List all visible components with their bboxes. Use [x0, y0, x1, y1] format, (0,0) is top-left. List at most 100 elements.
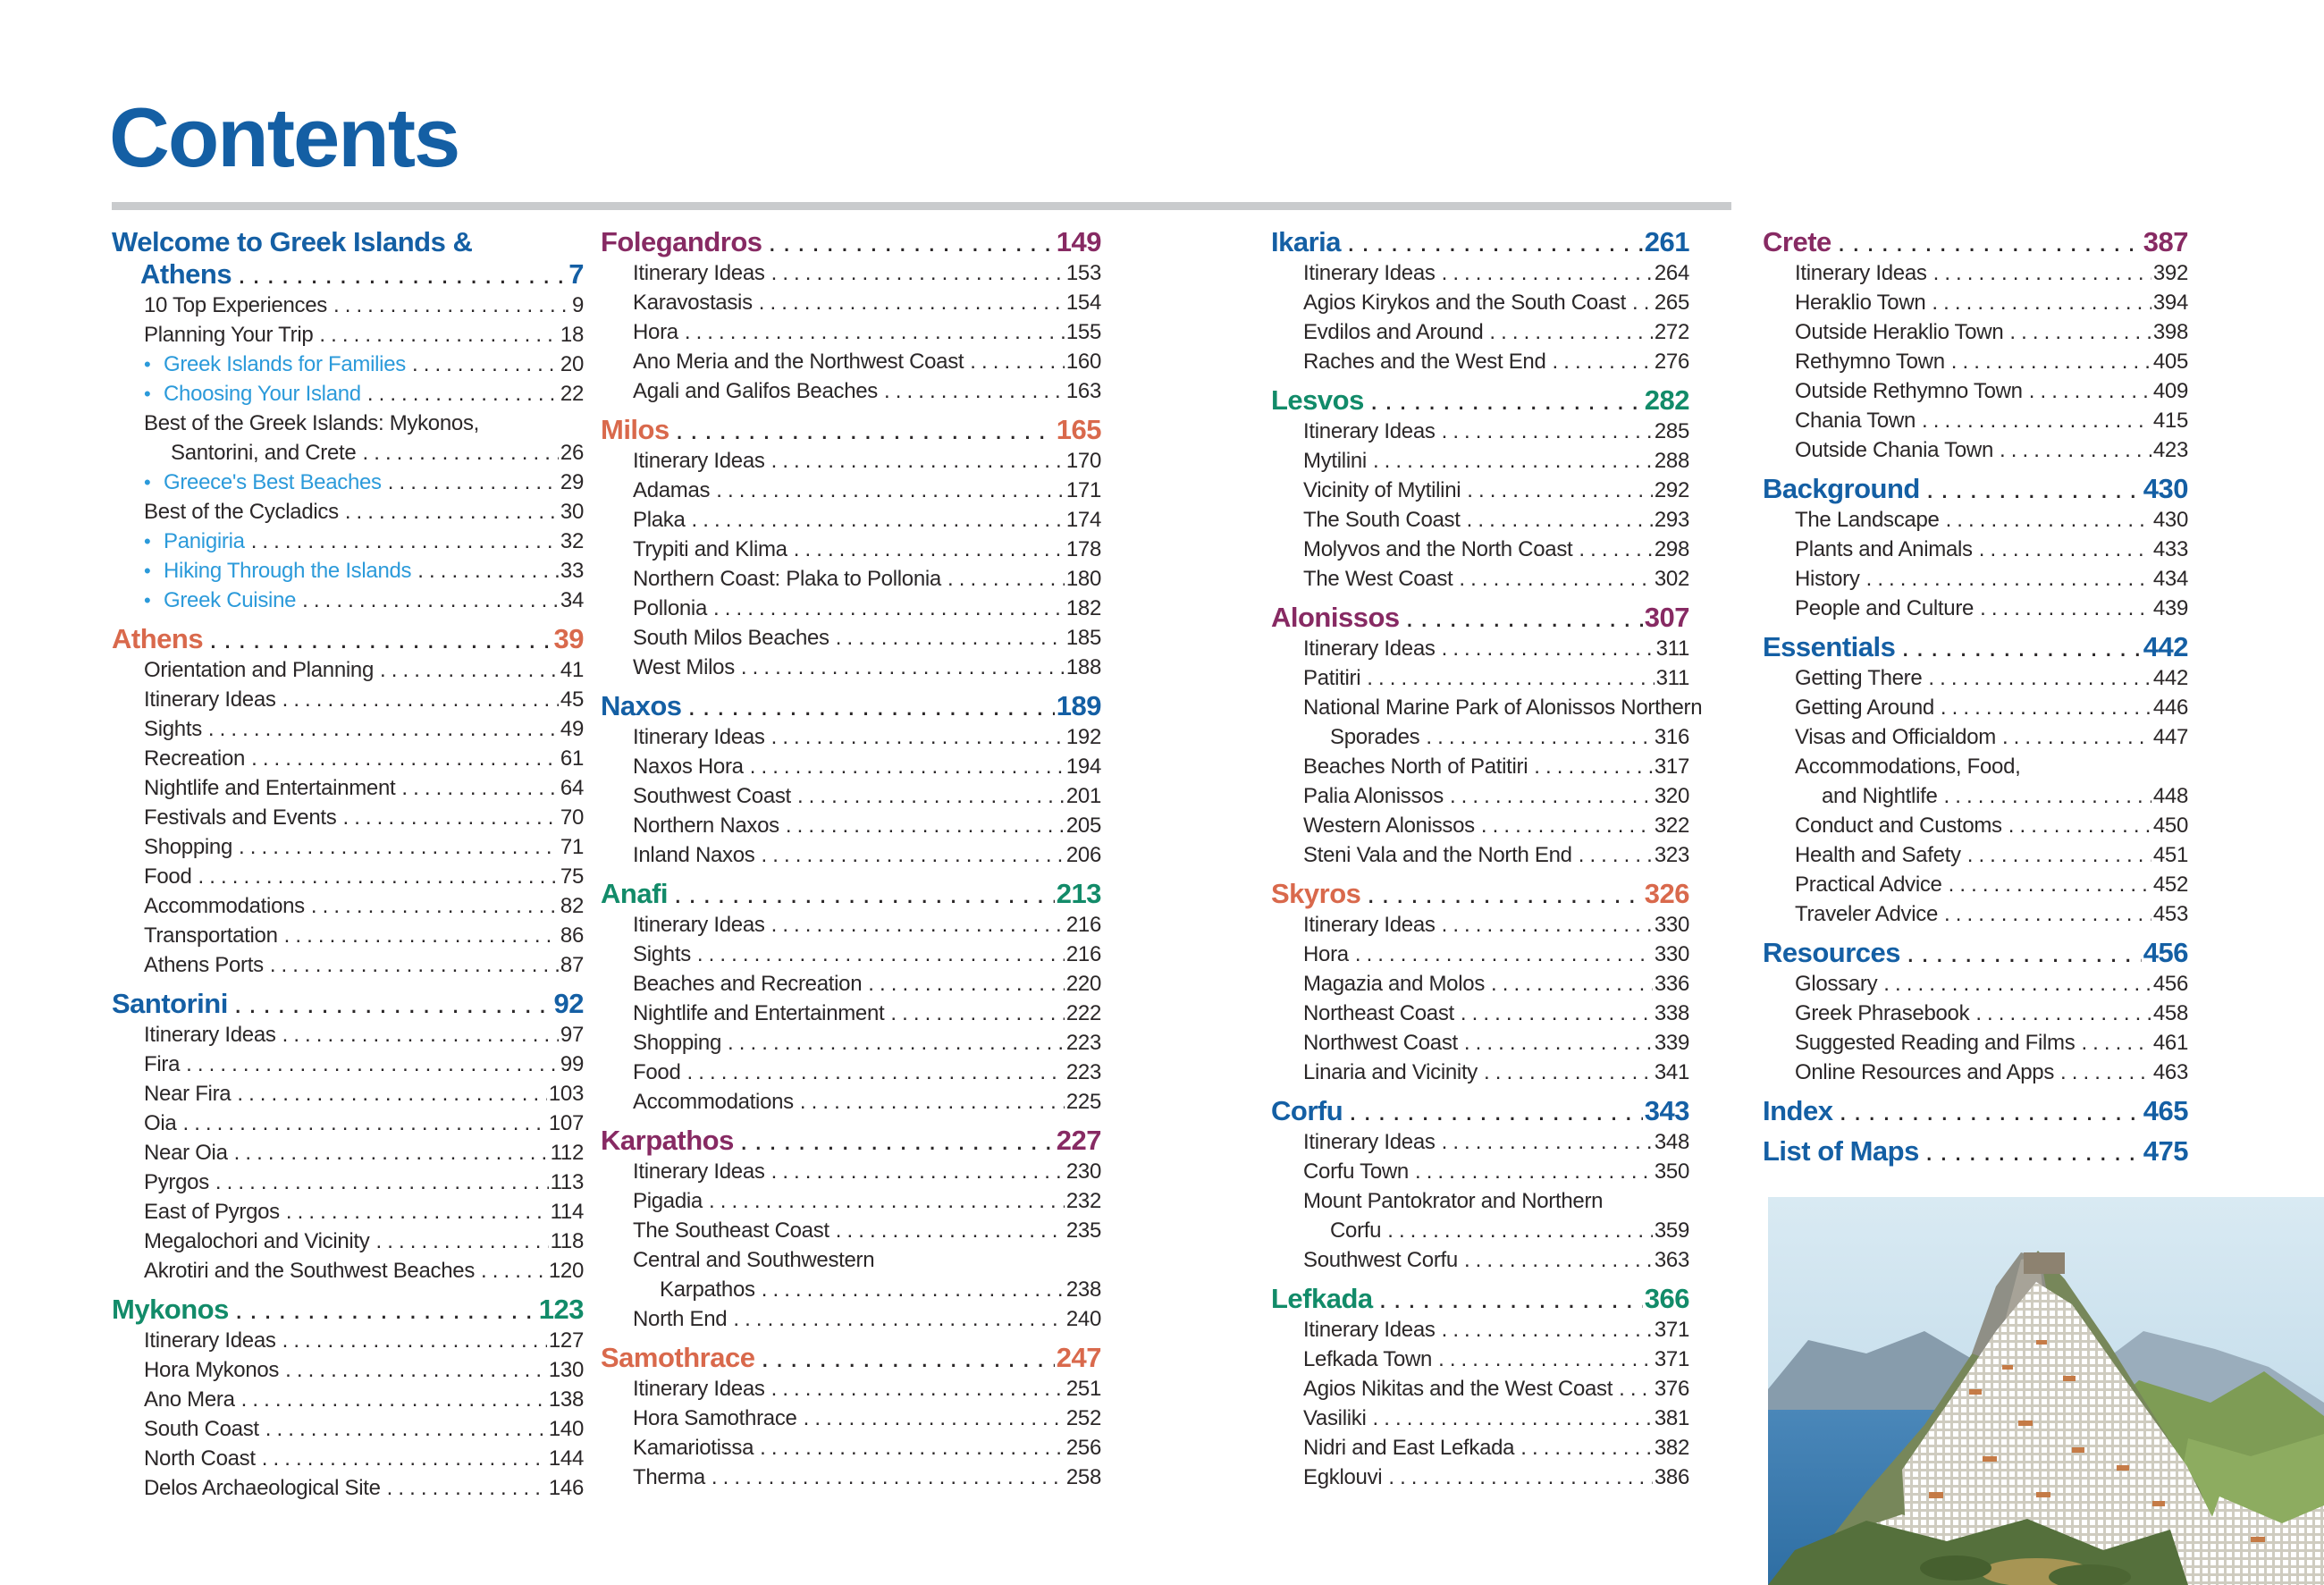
page-number: 30 — [560, 500, 584, 524]
dots-leader — [804, 1404, 1065, 1433]
toc-section: Anafi 213 Itinerary Ideas 216 Sights 216 Beach… — [601, 878, 1102, 1117]
toc-item: Naxos Hora 194 — [601, 752, 1101, 781]
page-number: 439 — [2152, 596, 2188, 620]
dots-leader — [1415, 1157, 1653, 1186]
toc-section: Background 430 The Landscape 430 Plants and … — [1763, 473, 2189, 623]
page-number: 452 — [2152, 873, 2188, 897]
dots-leader — [797, 781, 1065, 811]
page-number: 82 — [560, 894, 584, 918]
page-number: 216 — [1065, 913, 1101, 937]
dots-leader — [794, 535, 1065, 564]
toc-section: Lefkada366Itinerary Ideas371Lefkada Town… — [1271, 1283, 1690, 1492]
toc-item: Kamariotissa 256 — [601, 1433, 1101, 1463]
dots-leader — [380, 655, 559, 685]
dots-leader — [2008, 811, 2151, 840]
dots-leader — [1932, 288, 2151, 317]
item-label: Steni Vala and the North End — [1303, 843, 1572, 867]
page-number: 371 — [1654, 1347, 1689, 1371]
toc-item: • Greek Cuisine 34 — [112, 586, 584, 615]
page-number: 456 — [2143, 937, 2189, 968]
page-number: 185 — [1065, 626, 1101, 650]
item-label: The Landscape — [1795, 508, 1940, 532]
dots-leader — [1925, 1135, 2142, 1168]
toc-item: Heraklio Town 394 — [1763, 288, 2188, 317]
toc-item: History 434 — [1763, 564, 2188, 594]
dots-leader — [674, 878, 1055, 910]
section-heading: Athens 7 — [112, 258, 584, 291]
item-label: Greece's Best Beaches — [164, 470, 382, 494]
section-heading: Background 430 — [1763, 473, 2189, 505]
section-heading: Samothrace 247 — [601, 1342, 1102, 1374]
dots-leader — [1553, 347, 1653, 376]
dots-leader — [1461, 999, 1653, 1028]
heading-label: Lefkada — [1271, 1283, 1373, 1314]
dots-leader — [251, 744, 559, 773]
page-number: 9 — [571, 293, 584, 317]
page-number: 225 — [1065, 1090, 1101, 1114]
item-label: Itinerary Ideas — [1303, 1318, 1436, 1342]
dots-leader — [1464, 1245, 1653, 1275]
item-label: Santorini, and Crete — [171, 441, 357, 465]
dots-leader — [1933, 258, 2151, 288]
section-heading: Essentials 442 — [1763, 631, 2189, 663]
section-heading: Milos 165 — [601, 414, 1102, 446]
dots-leader — [728, 1028, 1065, 1058]
dots-leader — [712, 1463, 1065, 1492]
toc-section: Index 465 — [1763, 1095, 2189, 1127]
dots-leader — [771, 722, 1065, 752]
dots-leader — [1975, 999, 2151, 1028]
page-number: 371 — [1654, 1318, 1689, 1342]
item-label: Ano Mera — [144, 1387, 235, 1412]
item-label: East of Pyrgos — [144, 1200, 280, 1224]
toc-item: Itinerary Ideas 264 — [1271, 258, 1689, 288]
page-number: 276 — [1654, 350, 1689, 374]
dots-leader — [800, 1087, 1065, 1117]
page-number: 336 — [1654, 972, 1689, 996]
item-label: Pyrgos — [144, 1170, 209, 1194]
dots-leader — [750, 752, 1065, 781]
dots-leader — [1442, 1127, 1653, 1157]
toc-item: Accommodations, Food, — [1763, 752, 2188, 781]
toc-item: Karpathos 238 — [601, 1275, 1101, 1304]
toc-item: Palia Alonissos 320 — [1271, 781, 1689, 811]
page-number: 323 — [1654, 843, 1689, 867]
page-number: 317 — [1654, 755, 1689, 779]
page-number: 247 — [1056, 1342, 1102, 1373]
item-label: Corfu Town — [1303, 1159, 1409, 1184]
toc-item: Itinerary Ideas 216 — [601, 910, 1101, 940]
item-label: Oia — [144, 1111, 177, 1135]
page-number: 97 — [560, 1023, 584, 1047]
dots-leader — [186, 1050, 559, 1079]
dots-leader — [1379, 1283, 1643, 1315]
toc-item: Itinerary Ideas 153 — [601, 258, 1101, 288]
toc-item: North Coast 144 — [112, 1444, 584, 1473]
item-label: Food — [633, 1060, 681, 1084]
toc-item: Ano Meria and the Northwest Coast 160 — [601, 347, 1101, 376]
toc-item: Plants and Animals 433 — [1763, 535, 2188, 564]
page-number: 387 — [2143, 226, 2189, 257]
page-number: 205 — [1065, 814, 1101, 838]
toc-item: Itinerary Ideas 192 — [601, 722, 1101, 752]
page-number: 144 — [548, 1446, 584, 1471]
section-heading: Resources 456 — [1763, 937, 2189, 969]
page-number: 153 — [1065, 261, 1101, 285]
dots-leader — [1388, 1463, 1653, 1492]
item-label: Choosing Your Island — [164, 382, 361, 406]
toc-item: Itinerary Ideas 348 — [1271, 1127, 1689, 1157]
page-number: 33 — [560, 559, 584, 583]
toc-item: Corfu Town 350 — [1271, 1157, 1689, 1186]
page-number: 320 — [1654, 784, 1689, 808]
toc-item: Itinerary Ideas 170 — [601, 446, 1101, 476]
toc-item: North End 240 — [601, 1304, 1101, 1334]
page-number: 155 — [1065, 320, 1101, 344]
toc-item: Hora Mykonos 130 — [112, 1355, 584, 1385]
page-number: 330 — [1654, 913, 1689, 937]
toc-item: Hora Samothrace 252 — [601, 1404, 1101, 1433]
toc-item: • Panigiria 32 — [112, 527, 584, 556]
dots-leader — [1438, 1345, 1653, 1374]
page-number: 146 — [548, 1476, 584, 1500]
heading-label: Karpathos — [601, 1125, 734, 1156]
toc-item: Linaria and Vicinity 341 — [1271, 1058, 1689, 1087]
island-photo-illustration — [1768, 1197, 2324, 1585]
dots-leader — [771, 446, 1065, 476]
